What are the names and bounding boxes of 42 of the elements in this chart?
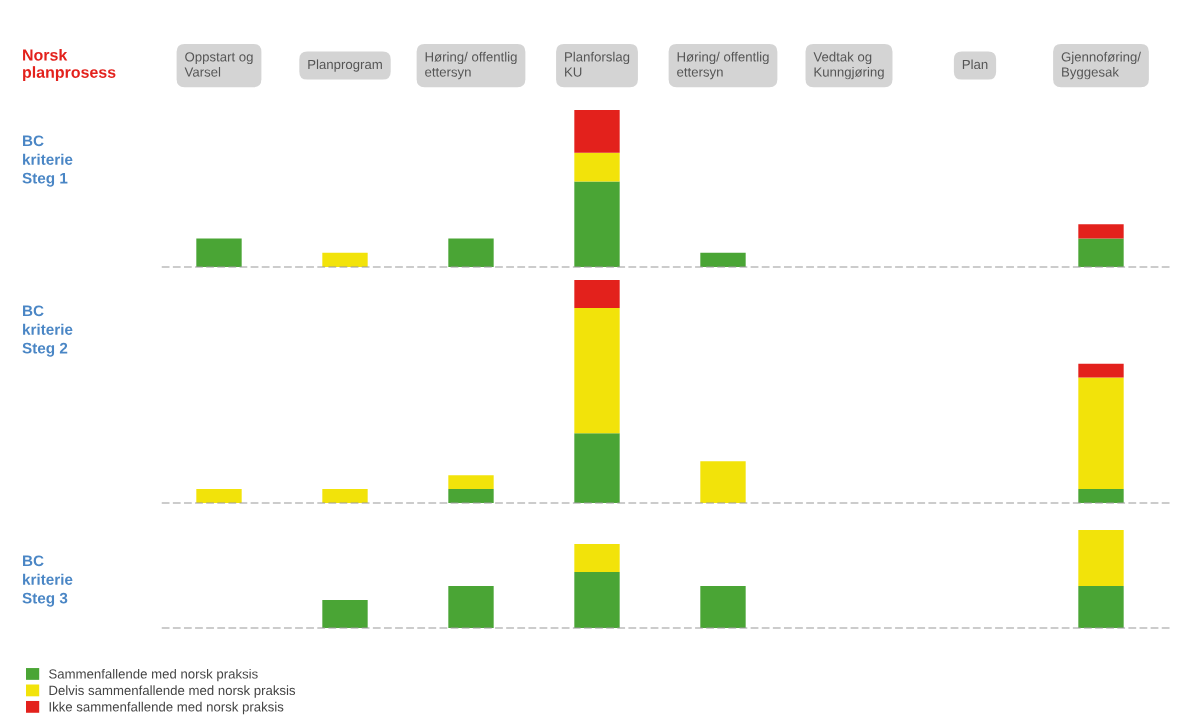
legend-label: Ikke sammenfallende med norsk praksis: [49, 701, 284, 715]
x-tick-label: Gjennoføring/ Byggesak: [1061, 51, 1141, 80]
x-tick-label: Planforslag KU: [565, 51, 630, 77]
bar: [1078, 585, 1124, 628]
legend-label: Sammenfallende med norsk praksis: [49, 668, 258, 682]
bar: [322, 252, 368, 267]
x-tick-label: Vedtak og Kunngjøring: [813, 51, 884, 80]
bar: [1078, 489, 1124, 503]
bar: [448, 489, 494, 503]
x-tick-label: Høring/ offentlig ettersyn: [425, 51, 517, 80]
x-tick-label: Oppstart og Varsel: [184, 52, 253, 77]
bar: [574, 544, 620, 573]
bar: [1078, 224, 1124, 239]
x-tick-label: Plan: [962, 59, 988, 70]
bar: [196, 489, 242, 503]
bar: [574, 110, 620, 153]
text: BC kriterie Steg 1: [22, 135, 73, 187]
text: Norsk planprosess: [23, 48, 116, 82]
bar: [322, 489, 368, 503]
bar: [1078, 530, 1124, 586]
text: BC kriterie Steg 2: [22, 305, 73, 357]
bar: [574, 280, 620, 308]
bar: [574, 433, 620, 503]
bar: [574, 181, 620, 267]
bar: [448, 238, 494, 267]
bar: [700, 585, 746, 628]
bar: [448, 585, 494, 628]
x-tick-label: Planprogram: [308, 59, 382, 72]
bar: [196, 238, 242, 267]
bar: [1078, 363, 1124, 378]
bar: [700, 252, 746, 267]
bar: [322, 599, 368, 628]
legend-label: Delvis sammenfallende med norsk praksis: [49, 685, 296, 698]
bar: [1078, 238, 1124, 267]
text: BC kriterie Steg 3: [22, 555, 73, 607]
bar: [448, 475, 494, 490]
bar: [574, 152, 620, 182]
x-tick-label: Høring/ offentlig ettersyn: [677, 51, 769, 80]
bar: [1078, 377, 1124, 490]
bar: [574, 307, 620, 434]
bar: [700, 461, 746, 503]
bar: [574, 572, 620, 628]
